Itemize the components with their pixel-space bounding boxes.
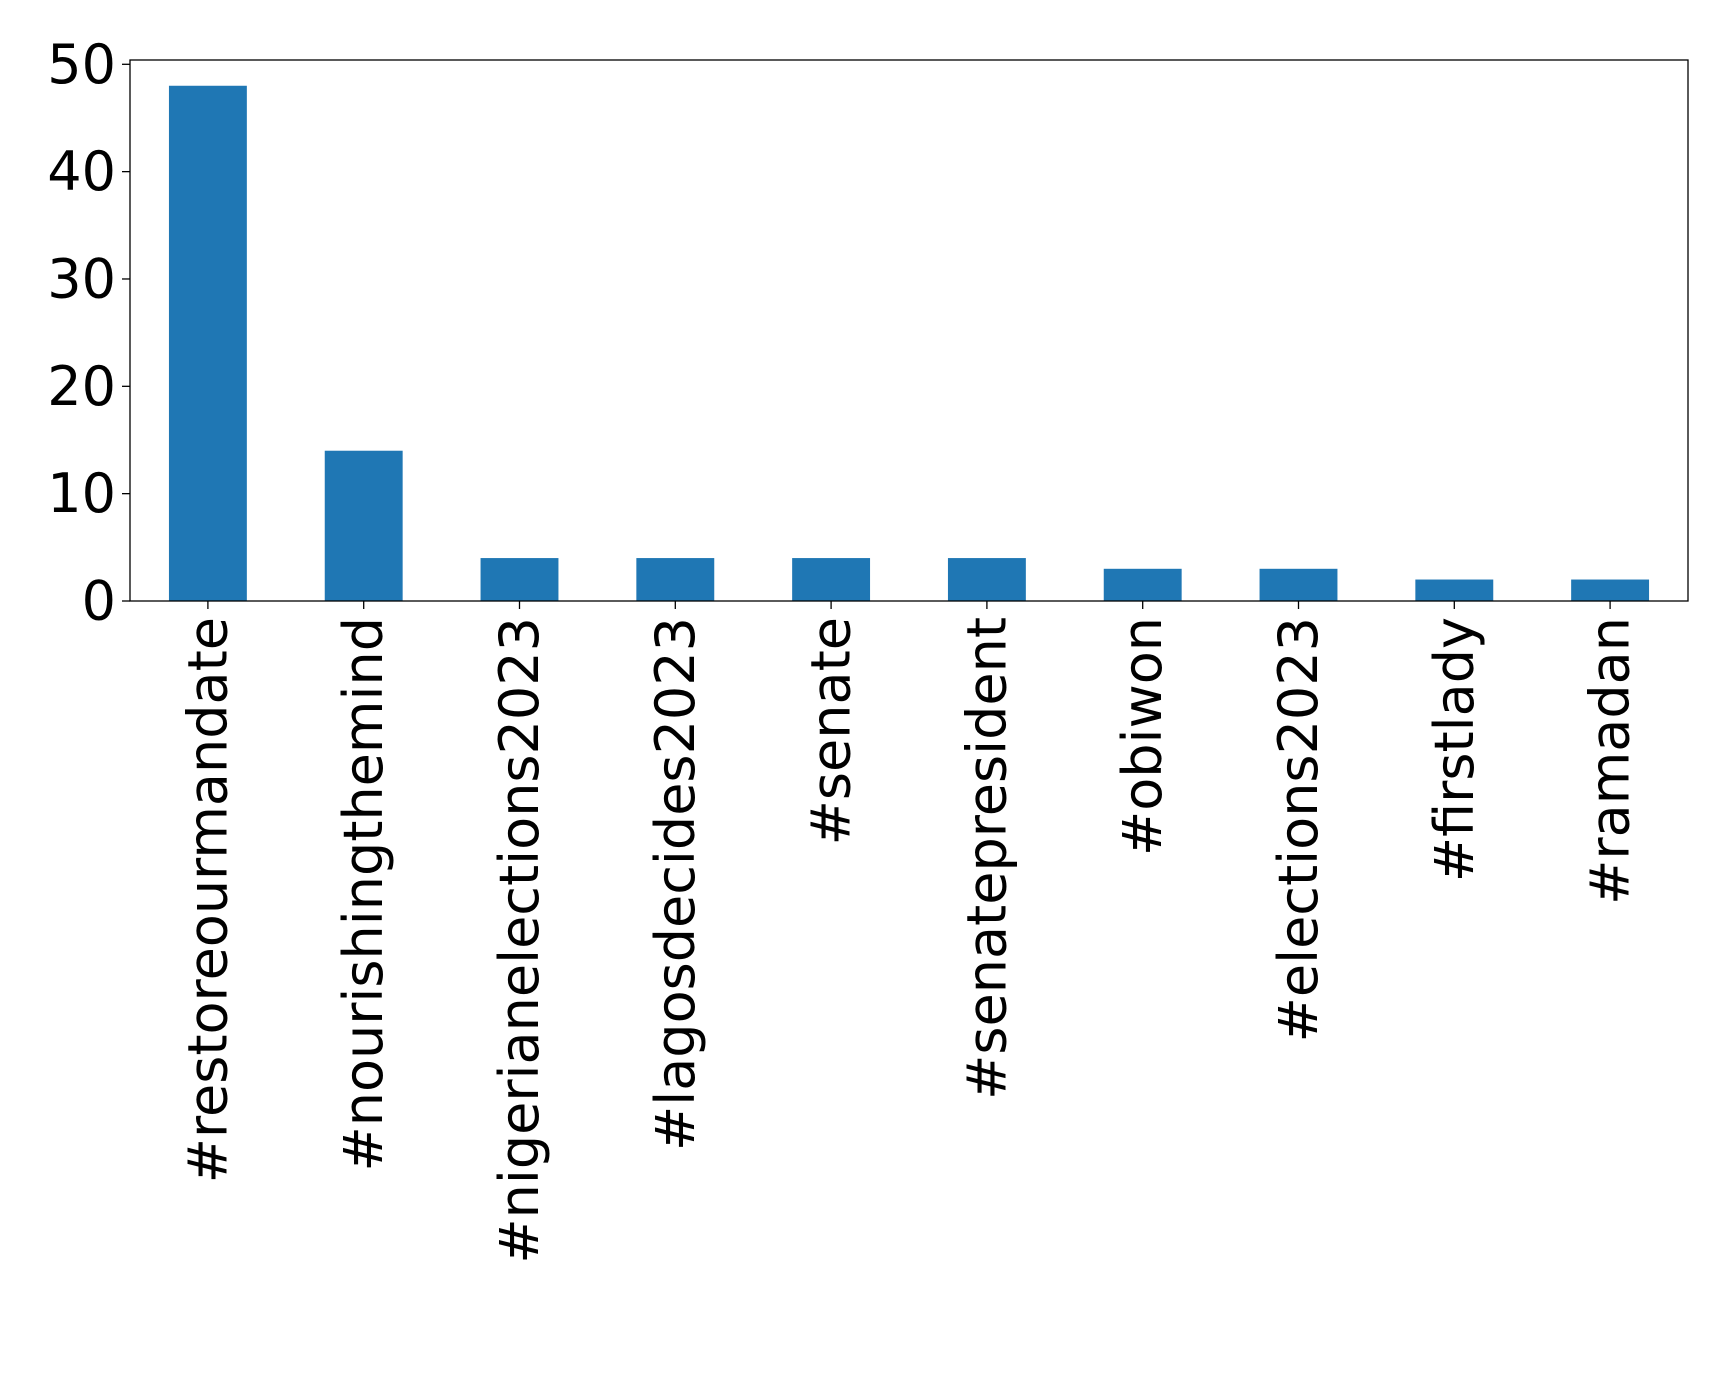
bar bbox=[324, 450, 403, 601]
y-axis: 0 10 20 30 40 50 bbox=[47, 33, 130, 633]
x-tick-label: #restoreourmandate bbox=[176, 617, 239, 1183]
x-tick-label: #senatepresident bbox=[955, 617, 1018, 1100]
y-tick-label: 30 bbox=[47, 247, 116, 310]
bar bbox=[1259, 568, 1338, 601]
x-axis: #restoreourmandate #nourishingthemind #nig… bbox=[176, 601, 1642, 1264]
bar bbox=[1571, 579, 1650, 601]
y-tick-label: 20 bbox=[47, 355, 116, 418]
bar bbox=[1415, 579, 1494, 601]
y-tick-label: 50 bbox=[47, 33, 116, 96]
bar bbox=[168, 85, 247, 601]
bar bbox=[1103, 568, 1182, 601]
y-tick-label: 40 bbox=[47, 140, 116, 203]
x-tick-label: #nigerianelections2023 bbox=[488, 617, 551, 1264]
bars-group bbox=[168, 85, 1650, 601]
x-tick-label: #firstlady bbox=[1423, 617, 1486, 882]
x-tick-label: #nourishingthemind bbox=[332, 617, 395, 1172]
bar bbox=[792, 558, 871, 601]
x-tick-label: #elections2023 bbox=[1267, 617, 1330, 1042]
x-tick-label: #lagosdecides2023 bbox=[644, 617, 707, 1151]
y-tick-label: 0 bbox=[82, 570, 116, 633]
x-tick-label: #obiwon bbox=[1111, 617, 1174, 856]
bar bbox=[480, 558, 559, 601]
y-tick-label: 10 bbox=[47, 462, 116, 525]
x-tick-label: #ramadan bbox=[1579, 617, 1642, 905]
bar bbox=[947, 558, 1026, 601]
bar bbox=[636, 558, 715, 601]
x-tick-label: #senate bbox=[800, 617, 863, 845]
plot-frame bbox=[129, 59, 1689, 602]
